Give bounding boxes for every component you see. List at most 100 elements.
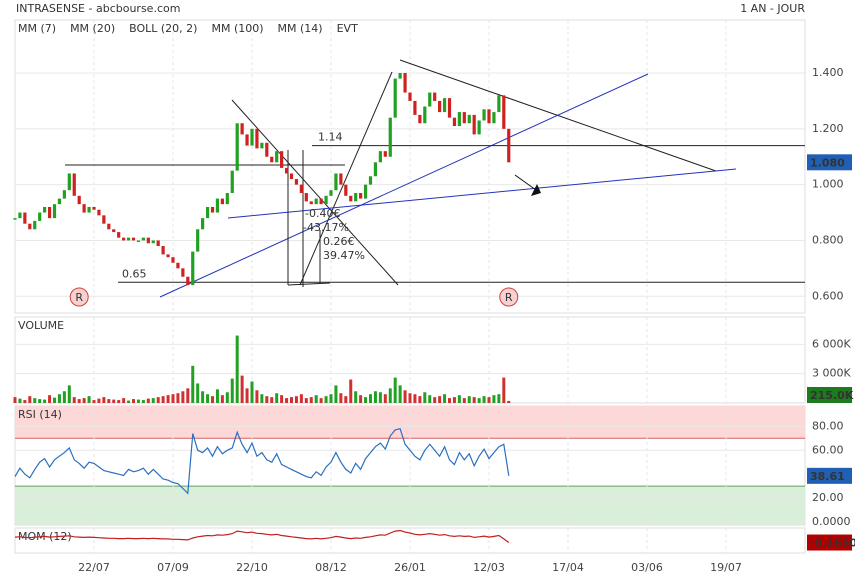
event-label: R — [75, 291, 83, 304]
volume-bar — [467, 396, 471, 403]
legend-entry: MM (20) — [70, 22, 115, 35]
x-tick-label: 19/07 — [710, 561, 742, 574]
price-bar — [467, 114, 471, 124]
volume-bar — [156, 397, 160, 403]
y-tick-label: 80.00 — [812, 419, 844, 432]
legend-entry: BOLL (20, 2) — [129, 22, 197, 35]
volume-bar — [354, 391, 358, 403]
volume-bar — [211, 396, 214, 403]
value-badge-label: 215.0K — [810, 389, 854, 402]
price-bar — [309, 201, 313, 205]
price-bar — [388, 117, 392, 157]
price-bar — [77, 195, 81, 205]
price-bar — [112, 229, 116, 233]
volume-bar — [67, 385, 71, 403]
value-badge — [807, 387, 852, 403]
volume-bar — [102, 397, 106, 403]
volume-bar — [23, 400, 27, 403]
price-bar — [462, 112, 466, 124]
volume-bar — [487, 397, 491, 403]
volume-bar — [136, 399, 140, 403]
y-tick-label: 0.0000 — [812, 515, 851, 528]
volume-bar — [127, 400, 131, 403]
price-bar — [161, 246, 165, 255]
price-bar — [102, 215, 106, 224]
volume-bar — [309, 397, 313, 403]
price-bar — [13, 218, 17, 220]
volume-bar — [502, 377, 506, 403]
price-bar — [260, 142, 264, 149]
price-bar — [314, 198, 318, 205]
volume-bar — [477, 398, 481, 403]
volume-bar — [275, 393, 279, 403]
volume-bar — [398, 385, 402, 403]
volume-bar — [72, 397, 76, 403]
price-bar — [235, 123, 239, 171]
volume-bar — [423, 392, 427, 403]
trend-line — [159, 73, 649, 298]
price-bar — [171, 257, 175, 263]
volume-bar — [349, 379, 353, 403]
volume-bar — [319, 398, 323, 403]
volume-bar — [250, 381, 254, 403]
arrow — [514, 174, 537, 191]
price-bar — [196, 229, 200, 252]
price-bar — [442, 98, 447, 113]
price-bar — [457, 112, 461, 127]
price-bar — [487, 109, 491, 124]
price-bar — [201, 218, 205, 230]
volume-bar — [191, 365, 195, 403]
event-marker — [69, 287, 89, 307]
price-bar — [72, 173, 76, 196]
volume-bar — [299, 394, 303, 403]
level-label: 0.65 — [122, 267, 147, 280]
price-bar — [166, 254, 170, 258]
volume-bar — [87, 396, 91, 403]
price-bar — [428, 92, 432, 107]
price-bar — [28, 223, 32, 230]
price-bar — [156, 240, 160, 247]
price-bar — [368, 176, 373, 185]
volume-bar — [413, 394, 417, 403]
volume-bar — [383, 394, 387, 403]
legend-entry: MM (7) — [18, 22, 56, 35]
x-tick-label: 26/01 — [394, 561, 426, 574]
volume-bar — [92, 400, 96, 403]
trend-line — [231, 99, 399, 286]
price-bar — [477, 120, 481, 135]
volume-bar — [462, 398, 466, 403]
mom-line — [14, 529, 510, 543]
volume-bar — [186, 388, 190, 403]
price-bar — [299, 184, 303, 194]
volume-bar — [255, 390, 259, 403]
x-tick-label: 22/10 — [236, 561, 268, 574]
marks: MM (7) MM (20) BOLL (20, 2) MM (100) MM (14)… — [13, 22, 855, 551]
volume-bar — [369, 394, 372, 403]
value-badge-label: 38.61 — [810, 470, 845, 483]
price-bar — [423, 106, 427, 124]
volume-bar — [43, 399, 47, 403]
volume-bar — [171, 394, 175, 403]
volume-bar — [378, 392, 382, 403]
price-bar — [23, 212, 27, 224]
volume-bar — [132, 399, 135, 403]
rsi-line — [14, 427, 510, 495]
volume-bar — [196, 383, 200, 403]
volume-bar — [472, 397, 476, 403]
price-bar — [245, 134, 249, 146]
volume-bar — [77, 399, 81, 403]
volume-bar — [48, 395, 52, 403]
volume-bar — [304, 398, 308, 403]
volume-bar — [146, 398, 150, 403]
price-bar — [275, 151, 279, 163]
price-bar — [354, 193, 358, 202]
volume-bar — [18, 398, 22, 403]
y-tick-label: 6 000K — [812, 337, 851, 350]
volume-bar — [329, 394, 333, 403]
y-tick-label: 3 000K — [812, 367, 851, 380]
value-badge-label: -0.1650 — [810, 537, 855, 550]
y-tick-label: 60.00 — [812, 443, 844, 456]
price-bar — [205, 206, 210, 219]
